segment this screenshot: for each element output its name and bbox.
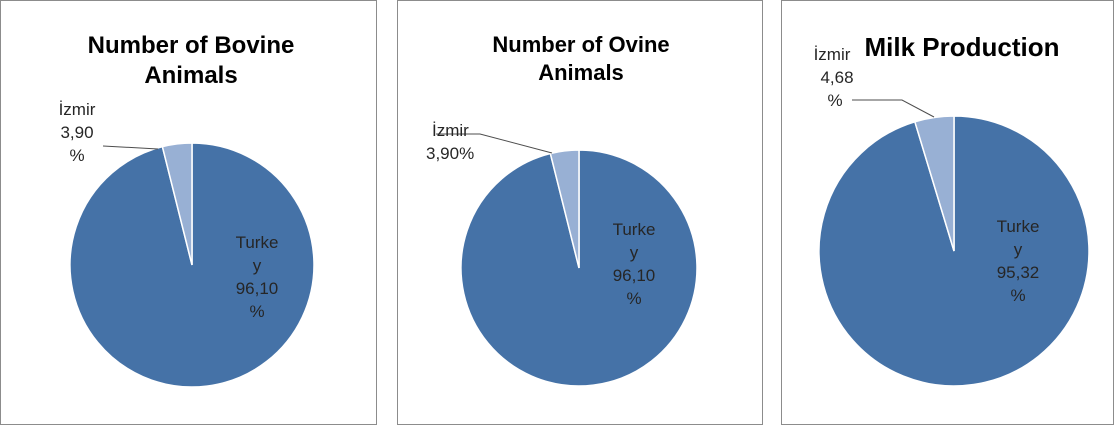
pie-slice-izmir [161, 142, 193, 266]
chart-panel-ovine: Number of Ovine Animals İzmir 3,90% Turk… [397, 0, 763, 425]
chart-panel-bovine: Number of Bovine Animals İzmir 3,90 % Tu… [0, 0, 377, 425]
pie-chart-bovine [69, 142, 315, 388]
slice-label-turkey: Turke y 95,32 % [996, 217, 1040, 305]
chart-title: Number of Bovine Animals [87, 32, 295, 89]
slice-label-izmir: İzmir 3,90% [426, 121, 475, 163]
slice-label-turkey: Turke y 96,10 % [612, 220, 656, 308]
slice-label-izmir: İzmir 4,68 % [813, 45, 854, 110]
pie-chart-milk [818, 99, 1090, 387]
chart-title: Number of Ovine Animals [492, 32, 670, 85]
pie-chart-ovine [436, 133, 698, 387]
chart-panel-milk: Milk Production İzmir 4,68 % Turke y 95,… [781, 0, 1114, 425]
slice-label-turkey: Turke y 96,10 % [235, 233, 279, 321]
pie-slice-izmir [913, 115, 955, 252]
leader-line-izmir [102, 145, 159, 150]
leader-line-izmir [436, 133, 553, 154]
slice-label-izmir: İzmir 3,90 % [58, 100, 96, 165]
leader-line-izmir [852, 99, 935, 118]
chart-title: Milk Production [864, 32, 1060, 62]
pie-slice-izmir [549, 149, 580, 269]
